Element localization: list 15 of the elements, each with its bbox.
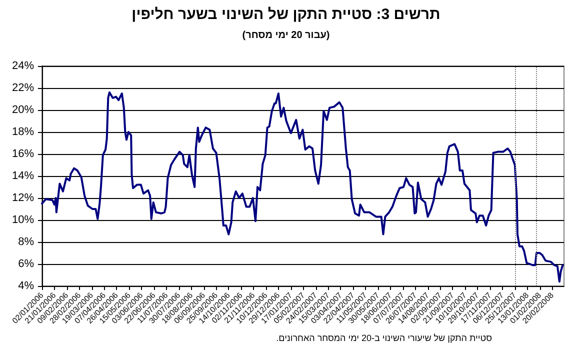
y-tick-label: 12% <box>12 192 34 204</box>
y-tick-label: 20% <box>12 104 34 116</box>
line-series <box>41 91 564 283</box>
y-tick-label: 14% <box>12 170 34 182</box>
y-tick-label: 24% <box>12 60 34 72</box>
y-tick-label: 8% <box>18 236 34 248</box>
y-tick-label: 18% <box>12 126 34 138</box>
chart-subtitle: (עבור 20 ימי מסחר) <box>241 30 331 41</box>
y-tick-label: 16% <box>12 148 34 160</box>
y-tick-label: 22% <box>12 82 34 94</box>
y-tick-label: 10% <box>12 214 34 226</box>
text: סטיית התקן של שיעורי השינוי ב-20 ימי המסחר האחרונים. <box>276 333 492 343</box>
y-tick-label: 6% <box>18 258 34 270</box>
chart-title: תרשים 3: סטיית התקן של השינוי בשער חליפין <box>130 6 442 23</box>
y-tick-label: 4% <box>18 280 34 292</box>
